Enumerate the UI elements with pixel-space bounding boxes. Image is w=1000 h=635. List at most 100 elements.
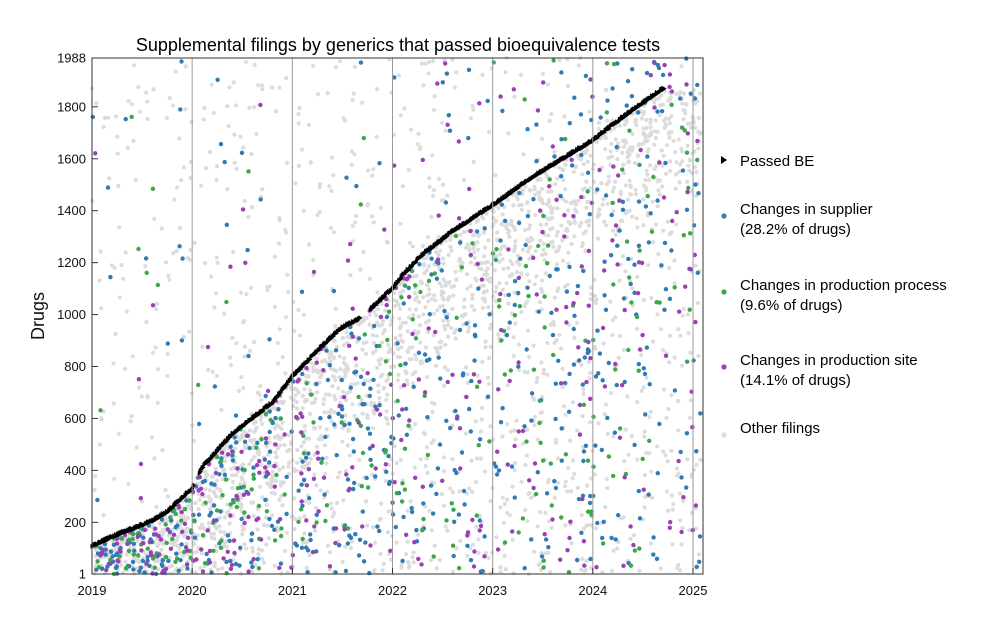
other-filing-point bbox=[428, 558, 434, 563]
other-filing-point bbox=[581, 391, 586, 396]
other-filing-point bbox=[222, 459, 228, 464]
supplier-change-point bbox=[132, 548, 137, 553]
supplier-change-point bbox=[348, 535, 354, 540]
process-change-point bbox=[299, 507, 304, 512]
other-filing-point bbox=[549, 111, 554, 117]
other-filing-point bbox=[188, 247, 193, 252]
other-filing-point bbox=[348, 382, 353, 387]
other-filing-point bbox=[617, 278, 622, 283]
site-change-point bbox=[258, 102, 263, 108]
other-filing-point bbox=[332, 410, 337, 415]
other-filing-point bbox=[327, 411, 333, 416]
other-filing-point bbox=[234, 473, 239, 478]
process-change-point bbox=[420, 528, 425, 533]
other-filing-point bbox=[470, 104, 475, 109]
other-filing-point bbox=[503, 293, 508, 298]
other-filing-point bbox=[126, 98, 131, 103]
other-filing-point bbox=[495, 238, 500, 243]
supplier-change-point bbox=[693, 182, 698, 187]
supplier-change-point bbox=[224, 222, 229, 227]
supplier-change-point bbox=[333, 570, 338, 575]
other-filing-point bbox=[344, 330, 349, 335]
other-filing-point bbox=[662, 125, 667, 130]
supplier-change-point bbox=[529, 391, 535, 396]
supplier-change-point bbox=[610, 86, 615, 91]
other-filing-point bbox=[94, 101, 99, 106]
supplier-change-point bbox=[255, 440, 260, 446]
process-change-point bbox=[296, 519, 301, 525]
other-filing-point bbox=[487, 326, 492, 331]
other-filing-point bbox=[317, 185, 322, 190]
supplier-change-point bbox=[516, 220, 522, 226]
supplier-change-point bbox=[147, 563, 152, 568]
process-change-point bbox=[456, 566, 462, 571]
site-change-point bbox=[602, 268, 607, 273]
other-filing-point bbox=[385, 240, 390, 245]
other-filing-point bbox=[641, 385, 646, 390]
other-filing-point bbox=[259, 398, 264, 403]
other-filing-point bbox=[196, 507, 201, 512]
other-filing-point bbox=[588, 153, 593, 158]
other-filing-point bbox=[541, 367, 547, 373]
other-filing-point bbox=[532, 414, 538, 419]
supplier-change-point bbox=[518, 256, 523, 261]
other-filing-point bbox=[331, 173, 336, 178]
supplier-change-point bbox=[94, 567, 99, 572]
other-filing-point bbox=[248, 285, 254, 290]
process-change-point bbox=[144, 270, 149, 275]
supplier-change-point bbox=[192, 535, 198, 540]
site-change-point bbox=[436, 213, 441, 218]
process-change-point bbox=[531, 367, 537, 372]
supplier-change-point bbox=[614, 382, 619, 388]
other-filing-point bbox=[447, 279, 452, 285]
other-filing-point bbox=[563, 479, 568, 484]
other-filing-point bbox=[676, 137, 681, 142]
other-filing-point bbox=[642, 429, 647, 434]
other-filing-point bbox=[260, 87, 265, 92]
other-filing-point bbox=[620, 254, 626, 259]
other-filing-point bbox=[520, 441, 525, 446]
site-change-point bbox=[445, 379, 450, 385]
other-filing-point bbox=[530, 237, 535, 242]
other-filing-point bbox=[237, 437, 243, 442]
other-filing-point bbox=[299, 147, 304, 152]
supplier-change-point bbox=[583, 73, 589, 79]
other-filing-point bbox=[365, 415, 370, 421]
site-change-point bbox=[229, 562, 235, 568]
other-filing-point bbox=[217, 487, 222, 492]
other-filing-point bbox=[571, 458, 576, 463]
supplier-change-point bbox=[578, 112, 584, 117]
supplier-change-point bbox=[392, 75, 397, 80]
other-filing-point bbox=[313, 528, 318, 534]
other-filing-point bbox=[214, 291, 219, 296]
other-filing-point bbox=[510, 484, 515, 489]
other-filing-point bbox=[374, 134, 379, 140]
other-filing-point bbox=[538, 222, 544, 227]
other-filing-point bbox=[381, 561, 386, 566]
other-filing-point bbox=[413, 297, 418, 302]
other-filing-point bbox=[480, 72, 485, 77]
supplier-change-point bbox=[651, 535, 656, 540]
supplier-change-point bbox=[368, 386, 373, 391]
other-filing-point bbox=[293, 181, 298, 186]
other-filing-point bbox=[284, 76, 289, 81]
other-filing-point bbox=[128, 544, 133, 549]
other-filing-point bbox=[303, 499, 308, 504]
other-filing-point bbox=[463, 365, 469, 370]
other-filing-point bbox=[659, 148, 664, 153]
other-filing-point bbox=[260, 83, 265, 88]
supplier-change-point bbox=[343, 568, 349, 574]
site-change-point bbox=[416, 377, 421, 382]
supplier-change-point bbox=[228, 558, 233, 564]
other-filing-point bbox=[514, 418, 519, 423]
other-filing-point bbox=[410, 345, 415, 350]
other-filing-point bbox=[350, 402, 355, 407]
supplier-change-point bbox=[373, 474, 378, 479]
process-change-point bbox=[541, 213, 546, 219]
process-change-point bbox=[278, 416, 283, 421]
other-filing-point bbox=[662, 387, 667, 392]
other-filing-point bbox=[437, 281, 442, 286]
other-filing-point bbox=[131, 545, 136, 550]
other-filing-point bbox=[236, 388, 242, 394]
other-filing-point bbox=[689, 474, 694, 479]
